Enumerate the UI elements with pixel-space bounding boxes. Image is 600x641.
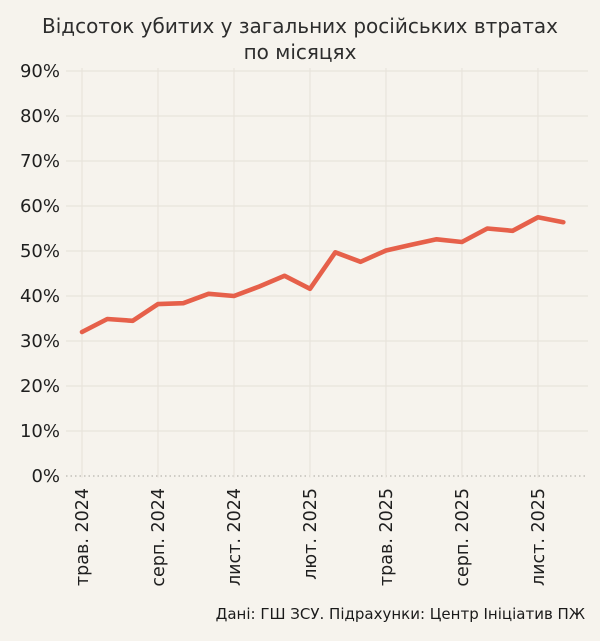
- x-tick-label: лист. 2025: [529, 488, 549, 586]
- y-tick-label: 10%: [20, 421, 60, 442]
- y-tick-label: 90%: [20, 61, 60, 82]
- x-tick-label: лист. 2024: [225, 488, 245, 586]
- source-caption: Дані: ГШ ЗСУ. Підрахунки: Центр Ініціати…: [215, 605, 585, 623]
- y-tick-label: 20%: [20, 376, 60, 397]
- x-tick-label: трав. 2024: [73, 488, 93, 586]
- loss-share-line: [79, 215, 566, 335]
- y-tick-label: 0%: [31, 466, 60, 487]
- x-tick-label: трав. 2025: [377, 488, 397, 586]
- chart-title: Відсоток убитих у загальних російських в…: [41, 14, 559, 65]
- y-tick-label: 80%: [20, 106, 60, 127]
- x-tick-label: лют. 2025: [301, 488, 321, 580]
- x-tick-label: серп. 2024: [149, 488, 169, 587]
- y-tick-label: 30%: [20, 331, 60, 352]
- x-tick-label: серп. 2025: [453, 488, 473, 587]
- y-tick-label: 60%: [20, 196, 60, 217]
- y-tick-label: 40%: [20, 286, 60, 307]
- y-tick-label: 70%: [20, 151, 60, 172]
- y-tick-label: 50%: [20, 241, 60, 262]
